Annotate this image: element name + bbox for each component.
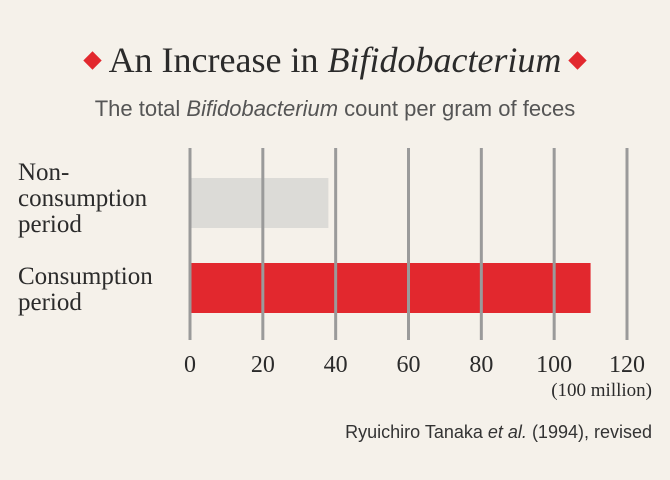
title-emphasis: Bifidobacterium [327, 40, 562, 80]
bar-non-consumption [190, 178, 329, 228]
tick-label-20: 20 [251, 352, 275, 378]
source-suffix: (1994), revised [526, 422, 652, 442]
source-emphasis: et al. [487, 422, 527, 442]
axis-unit-label: (100 million) [551, 380, 652, 401]
subtitle-prefix: The total [94, 96, 187, 121]
category-label-consumption: Consumption period [18, 263, 153, 316]
subtitle-emphasis: Bifidobacterium [186, 96, 339, 121]
chart-title: An Increase in Bifidobacterium [0, 38, 670, 82]
chart-subtitle: The total Bifidobacterium count per gram… [0, 96, 670, 122]
tick-label-100: 100 [536, 352, 572, 378]
tick-label-60: 60 [397, 352, 421, 378]
tick-label-40: 40 [324, 352, 348, 378]
bar-consumption [190, 263, 591, 313]
tick-label-120: 120 [609, 352, 645, 378]
tick-label-80: 80 [469, 352, 493, 378]
tick-label-0: 0 [184, 352, 196, 378]
subtitle-suffix: count per gram of feces [338, 96, 576, 121]
source-prefix: Ryuichiro Tanaka [345, 422, 488, 442]
source-citation: Ryuichiro Tanaka et al. (1994), revised [345, 422, 652, 443]
title-text: An Increase in [108, 40, 328, 80]
category-label-non-consumption: Non- consumption period [18, 159, 148, 238]
